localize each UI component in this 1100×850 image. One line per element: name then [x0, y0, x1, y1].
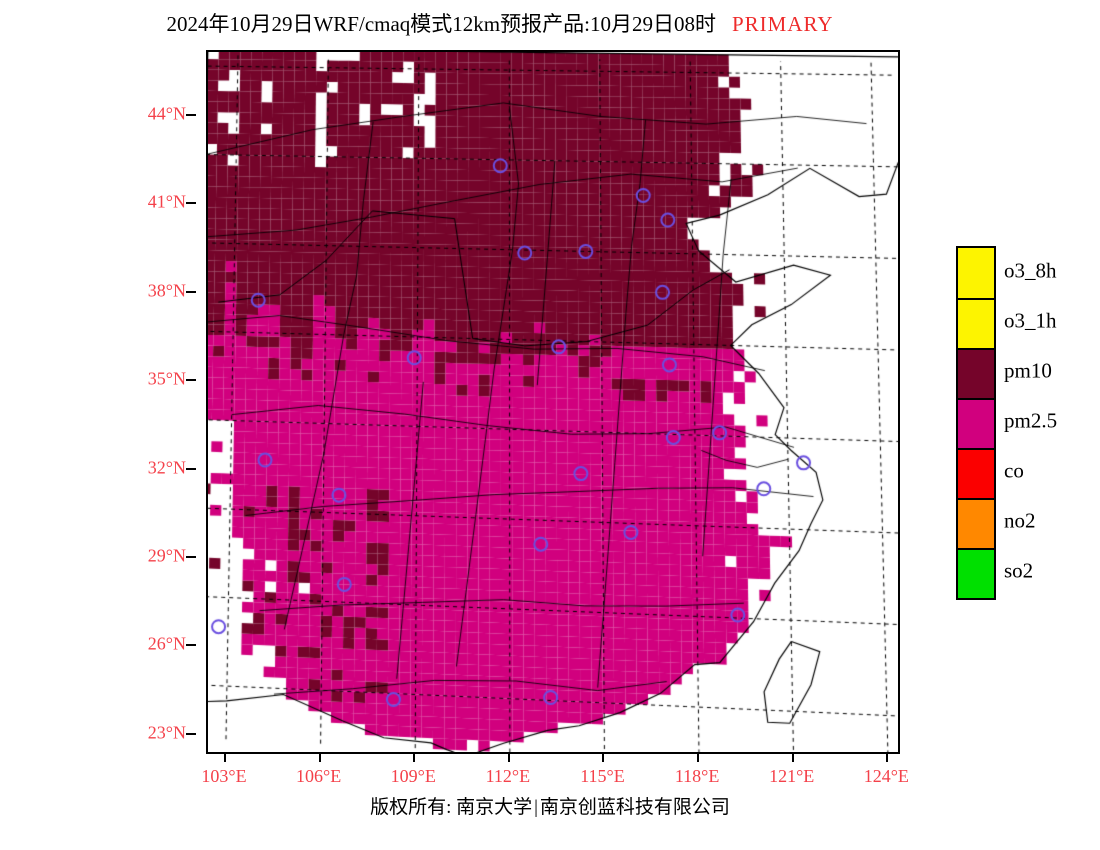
lat-tick-mark	[186, 202, 196, 205]
lon-tick-label: 106°E	[296, 766, 342, 786]
copyright-caption: 版权所有: 南京大学 | 南京创蓝科技有限公司	[0, 792, 1100, 819]
caption-separator: |	[534, 797, 538, 818]
pollutant-heatmap-canvas	[208, 52, 898, 752]
lon-tick-mark	[223, 752, 226, 762]
lat-tick-label: 35°N	[147, 368, 186, 389]
lat-tick-mark	[186, 644, 196, 647]
legend-label-so2: so2	[1004, 558, 1034, 583]
lat-tick-label: 32°N	[147, 457, 186, 478]
legend-swatch-column	[956, 246, 996, 600]
legend-label-no2: no2	[1004, 508, 1036, 533]
lon-tick-label: 121°E	[769, 766, 815, 786]
lat-tick-mark	[186, 467, 196, 470]
latitude-axis: 44°N 41°N 38°N 35°N 32°N 29°N 26°N 23°N	[110, 50, 196, 750]
caption-right: 南京创蓝科技有限公司	[539, 797, 730, 818]
legend-swatch-so2[interactable]	[958, 548, 994, 598]
legend-label-co: co	[1004, 458, 1024, 483]
lon-tick-label: 112°E	[485, 766, 531, 786]
legend-label-pm10: pm10	[1004, 358, 1052, 383]
lon-tick-mark	[318, 752, 321, 762]
page-title: 2024年10月29日WRF/cmaq模式12km预报产品:10月29日08时	[166, 12, 716, 36]
lon-tick-label: 118°E	[674, 766, 720, 786]
lon-tick-mark	[507, 752, 510, 762]
lon-tick-mark	[697, 752, 700, 762]
legend-swatch-co[interactable]	[958, 448, 994, 498]
legend-swatch-no2[interactable]	[958, 498, 994, 548]
lat-tick-label: 38°N	[147, 280, 186, 301]
caption-left: 版权所有: 南京大学	[370, 797, 533, 818]
lon-tick-mark	[413, 752, 416, 762]
legend-label-o3-1h: o3_1h	[1004, 308, 1057, 333]
lat-tick-label: 26°N	[147, 633, 186, 654]
legend-swatch-o3-8h[interactable]	[958, 248, 994, 298]
lat-tick-mark	[186, 290, 196, 293]
lon-tick-label: 124°E	[863, 766, 909, 786]
legend-label-o3-8h: o3_8h	[1004, 258, 1057, 283]
legend-swatch-pm2-5[interactable]	[958, 398, 994, 448]
legend-label-pm2-5: pm2.5	[1004, 408, 1058, 433]
lon-tick-mark	[886, 752, 889, 762]
lat-tick-mark	[186, 555, 196, 558]
lat-tick-label: 23°N	[147, 722, 186, 743]
map-plot-area	[206, 50, 900, 754]
lon-tick-mark	[602, 752, 605, 762]
primary-tag: PRIMARY	[731, 12, 834, 36]
lat-tick-mark	[186, 114, 196, 117]
lon-tick-label: 103°E	[201, 766, 247, 786]
lon-tick-label: 115°E	[580, 766, 625, 786]
longitude-axis: 103°E 106°E 109°E 112°E 115°E 118°E 121°E 124°E	[201, 752, 909, 792]
lat-tick-label: 41°N	[147, 191, 186, 212]
lon-tick-mark	[791, 752, 794, 762]
legend-swatch-pm10[interactable]	[958, 348, 994, 398]
lon-tick-label: 109°E	[390, 766, 436, 786]
lat-tick-label: 44°N	[147, 103, 186, 124]
lat-tick-mark	[186, 379, 196, 382]
legend-swatch-o3-1h[interactable]	[958, 298, 994, 348]
title-bar: 2024年10月29日WRF/cmaq模式12km预报产品:10月29日08时 P…	[0, 8, 1000, 38]
lat-tick-label: 29°N	[147, 545, 186, 566]
lat-tick-mark	[186, 732, 196, 735]
